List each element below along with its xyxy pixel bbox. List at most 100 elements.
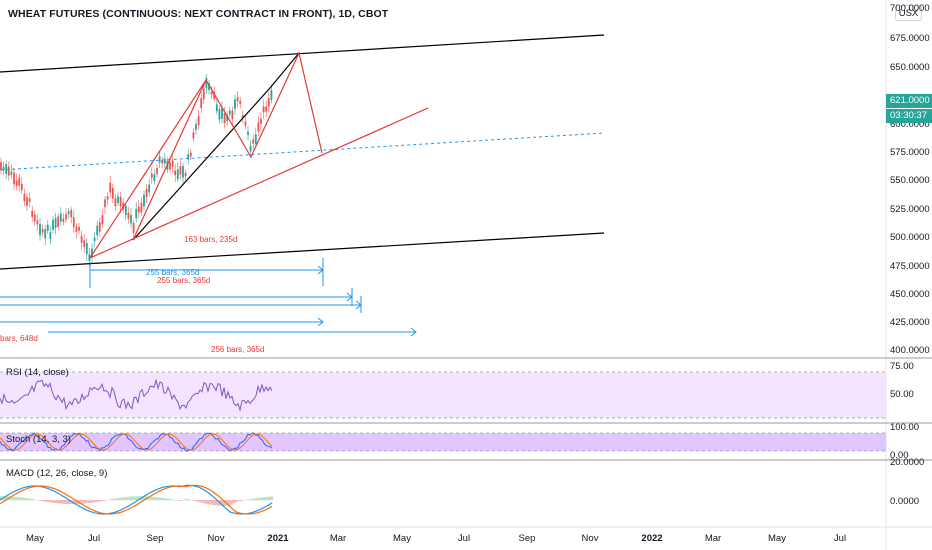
candle-body — [101, 215, 104, 225]
price-tick: 525.0000 — [890, 204, 930, 215]
price-tick: 675.0000 — [890, 33, 930, 44]
candle-body — [7, 166, 10, 176]
macd-histogram-bar — [69, 500, 71, 505]
candle-body — [117, 196, 119, 203]
candle-body — [161, 159, 164, 164]
candle-body — [202, 88, 205, 100]
macd-histogram-bar — [3, 496, 5, 501]
macd-histogram-bar — [35, 499, 37, 501]
candle-body — [31, 210, 34, 217]
candle-body — [260, 118, 262, 124]
candle-body — [20, 184, 23, 191]
macd-histogram-bar — [185, 498, 187, 501]
measure-tools — [0, 258, 417, 337]
macd-histogram-bar — [177, 500, 179, 501]
candle-body — [247, 131, 249, 135]
black-trend-drawing — [132, 52, 300, 241]
macd-histogram-bar — [127, 496, 129, 501]
macd-histogram-bar — [83, 500, 85, 504]
month-label: May — [393, 533, 411, 544]
candle-body — [156, 168, 158, 175]
macd-histogram-bar — [197, 500, 199, 502]
macd-histogram-bar — [189, 499, 191, 501]
candle-body — [119, 196, 122, 207]
candlestick-series — [0, 74, 273, 268]
month-label: Jul — [457, 533, 471, 544]
month-label: Sep — [146, 533, 164, 544]
macd-histogram-bar — [201, 500, 203, 503]
macd-histogram-bar — [237, 500, 239, 502]
candle-body — [85, 243, 88, 255]
macd-histogram-bar — [95, 500, 97, 503]
candle-body — [182, 166, 184, 178]
macd-histogram-bar — [31, 499, 33, 501]
macd-histogram-bar — [195, 500, 197, 502]
macd-histogram-bar — [251, 498, 253, 501]
price-tick: 400.0000 — [890, 345, 930, 356]
macd-histogram-bar — [41, 500, 43, 502]
candle-body — [59, 213, 62, 222]
macd-histogram-bar — [171, 499, 173, 501]
stoch-k-line — [0, 432, 273, 452]
macd-histogram-bar — [227, 500, 229, 506]
candle-body — [62, 218, 65, 222]
month-label: May — [768, 533, 786, 544]
macd-histogram-bar — [23, 497, 25, 501]
macd-label: MACD (12, 26, close, 9) — [6, 468, 108, 479]
bars-annotation: 255 bars, 365d — [146, 268, 200, 277]
last-price-tag: 621.0000 — [886, 94, 932, 108]
candle-body — [244, 121, 247, 126]
macd-histogram-bar — [183, 499, 185, 501]
rsi-tick: 75.00 — [890, 361, 914, 372]
month-label: Mar — [704, 533, 722, 544]
macd-histogram-bar — [161, 497, 163, 501]
rsi-band — [0, 372, 886, 418]
candle-body — [163, 158, 166, 164]
candle-body — [252, 139, 255, 144]
macd-histogram-bar — [271, 496, 273, 501]
candle-body — [39, 224, 41, 236]
macd-histogram-bar — [187, 499, 189, 501]
candle-body — [78, 227, 80, 231]
candle-body — [137, 206, 140, 213]
candle-body — [223, 113, 226, 124]
candle-body — [262, 106, 265, 113]
macd-histogram-bar — [29, 498, 31, 501]
stoch-tick: 100.00 — [890, 422, 920, 433]
month-label: Nov — [207, 533, 225, 544]
macd-histogram-bar — [125, 497, 127, 501]
currency-button[interactable]: USX — [895, 5, 922, 21]
macd-histogram-bar — [0, 496, 1, 501]
macd-histogram-bar — [27, 498, 29, 501]
macd-histogram-bar — [85, 500, 87, 504]
candle-body — [174, 170, 177, 176]
bars-annotation: bars, 648d — [0, 334, 38, 343]
macd-histogram-bar — [221, 500, 223, 506]
macd-histogram-bar — [247, 499, 249, 501]
candle-body — [75, 226, 78, 232]
macd-signal-line — [0, 484, 273, 515]
macd-histogram-bar — [97, 500, 99, 502]
candle-body — [184, 172, 187, 177]
candle-body — [0, 161, 2, 170]
candle-body — [236, 97, 239, 102]
rsi-tick: 50.00 — [890, 389, 914, 400]
macd-histogram-bar — [99, 500, 101, 502]
candle-body — [98, 222, 101, 232]
candle-body — [148, 184, 151, 193]
candle-body — [124, 205, 127, 216]
macd-histogram-bar — [61, 500, 63, 504]
macd-histogram-bar — [113, 498, 115, 501]
candle-body — [197, 116, 200, 126]
candle-body — [145, 188, 148, 197]
macd-histogram-bar — [79, 500, 81, 504]
candle-body — [80, 235, 83, 243]
macd-histogram-bar — [103, 500, 105, 501]
macd-histogram-bar — [89, 500, 91, 503]
macd-histogram-bar — [33, 499, 35, 501]
macd-histogram-bar — [13, 496, 15, 501]
candle-body — [265, 106, 268, 112]
macd-histogram-bar — [151, 496, 153, 501]
candle-body — [46, 224, 49, 231]
